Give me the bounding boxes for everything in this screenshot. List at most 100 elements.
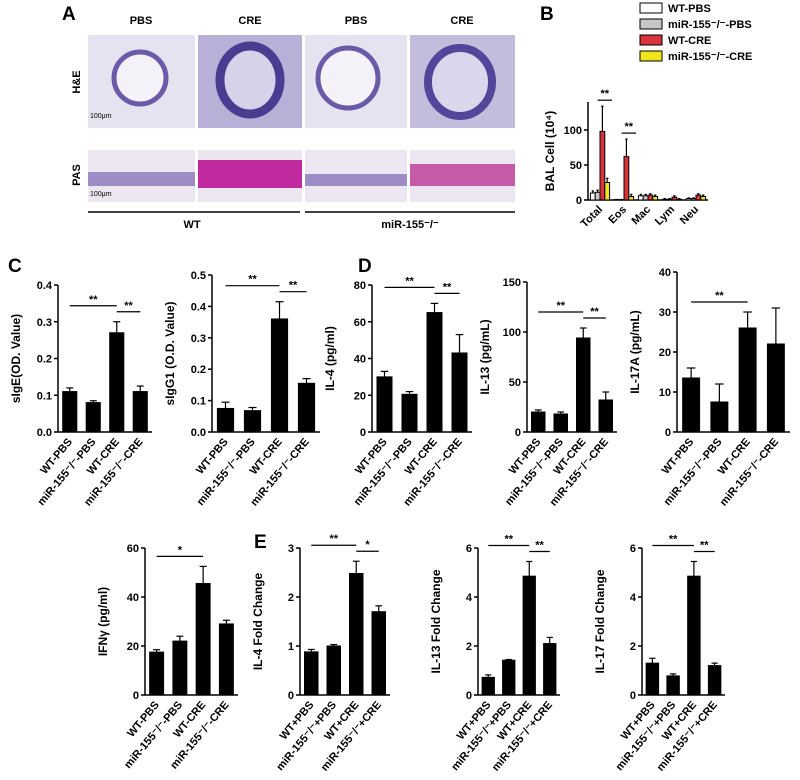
y-tick-label: 30 [659,307,671,319]
legend-label: miR-155⁻/⁻-CRE [668,51,752,63]
y-tick-label: 0.2 [191,364,206,376]
panel-letter: E [254,532,267,553]
bar [599,130,606,201]
x-tick-label: Neu [678,204,701,227]
y-tick-label: 100 [564,125,582,137]
panel-letter: D [358,256,372,277]
airway [315,45,381,111]
mucus-epithelium [198,160,302,188]
bar [623,156,630,201]
y-tick-label: 2 [466,641,472,653]
y-tick-label: 0.4 [191,301,207,313]
y-tick-label: 0.3 [191,333,206,345]
y-tick-label: 0.0 [191,427,206,439]
bar [304,651,319,696]
significance-label: * [365,539,370,551]
panel-letter: A [62,4,76,25]
y-axis-label: IL-4 (pg/ml) [323,326,337,391]
bar [216,407,235,433]
bar [85,402,101,433]
significance-label: ** [700,539,709,551]
significance-label: ** [405,275,414,287]
group-label: miR-155⁻/⁻ [381,219,439,231]
y-tick-label: 20 [354,390,366,402]
y-tick-label: 0.1 [191,396,206,408]
bar [349,572,364,696]
significance-label: ** [556,300,565,312]
y-tick-label: 4 [466,592,473,604]
x-tick-label: Lym [653,203,677,227]
significance-label: ** [248,274,257,286]
bar [676,198,683,201]
y-tick-label: 50 [570,160,582,172]
bar [685,198,692,201]
y-tick-label: 0.5 [191,270,206,282]
legend-label: WT-CRE [668,35,711,47]
y-tick-label: 50 [509,377,521,389]
bar [647,194,654,201]
bar [666,675,680,696]
y-tick-label: 0 [515,427,521,439]
epithelium [305,174,407,186]
y-tick-label: 0.4 [37,280,53,292]
y-axis-label: IFNγ (pg/ml) [96,587,110,656]
bar [195,583,211,696]
legend-swatch [639,34,663,46]
y-tick-label: 6 [466,543,472,555]
y-axis-label: IL-17A (pg/mL) [628,310,642,394]
y-tick-label: 0 [466,690,472,702]
airway [215,41,285,119]
bar [297,382,316,433]
panel-letter: B [540,4,554,25]
x-tick-label: Mac [629,204,653,228]
y-tick-label: 0 [630,690,636,702]
y-tick-label: 0 [576,195,582,207]
bar [451,352,468,433]
panel-letter: C [8,256,22,277]
mucus-epithelium [410,164,515,186]
y-tick-label: 60 [127,543,139,555]
bar [738,327,757,433]
x-tick-label: Eos [606,204,629,227]
y-tick-label: 0 [133,690,139,702]
bar [481,676,495,696]
epithelium [88,172,195,186]
legend-label: WT-PBS [668,3,711,15]
bar [326,645,341,696]
y-tick-label: 6 [630,543,636,555]
bar [652,196,659,201]
row-label: H&E [71,70,83,93]
bar [598,399,613,433]
y-tick-label: 2 [630,641,636,653]
y-tick-label: 0.2 [37,354,52,366]
bar [687,575,701,696]
bar [218,623,234,696]
y-tick-label: 2 [288,592,294,604]
legend-swatch [639,2,663,14]
column-label: CRE [238,15,261,27]
significance-label: ** [601,88,610,100]
y-axis-label: BAL Cell (10⁴) [543,111,557,191]
airway [424,44,496,120]
significance-label: ** [504,533,513,545]
y-tick-label: 3 [288,543,294,555]
scale-bar-label: 100μm [90,191,112,198]
bar [109,332,125,433]
y-tick-label: 20 [659,347,671,359]
y-tick-label: 0.0 [37,427,52,439]
row-label: PAS [71,164,83,186]
significance-label: * [178,544,183,556]
y-axis-label: IL-4 Fold Change [251,573,265,671]
bar [531,411,546,433]
column-label: CRE [450,15,473,27]
significance-label: ** [625,121,634,133]
bar [637,195,644,201]
y-tick-label: 1 [288,641,294,653]
bar [376,376,393,433]
airway [111,49,169,107]
micrograph-panel: PBS CRE PBS CRE H&E PAS WT miR-155⁻/⁻ 10… [71,15,515,231]
x-tick-label: Total [579,204,605,230]
significance-label: ** [715,290,724,302]
y-tick-label: 20 [127,641,139,653]
